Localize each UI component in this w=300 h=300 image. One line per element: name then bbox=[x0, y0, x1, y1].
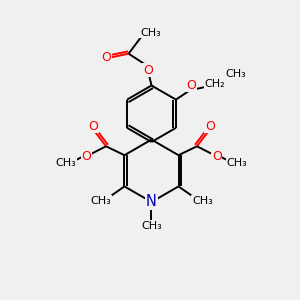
Text: CH₂: CH₂ bbox=[205, 79, 226, 89]
Text: N: N bbox=[146, 194, 157, 209]
Text: O: O bbox=[101, 51, 111, 64]
Text: O: O bbox=[187, 79, 196, 92]
Text: CH₃: CH₃ bbox=[227, 158, 248, 168]
Text: O: O bbox=[205, 120, 215, 133]
Text: O: O bbox=[212, 150, 222, 163]
Text: CH₃: CH₃ bbox=[90, 196, 111, 206]
Text: CH₃: CH₃ bbox=[225, 69, 246, 80]
Text: CH₃: CH₃ bbox=[141, 221, 162, 231]
Text: CH₃: CH₃ bbox=[192, 196, 213, 206]
Text: O: O bbox=[88, 120, 98, 133]
Text: CH₃: CH₃ bbox=[56, 158, 76, 168]
Text: O: O bbox=[81, 150, 91, 163]
Text: O: O bbox=[143, 64, 153, 76]
Text: CH₃: CH₃ bbox=[140, 28, 161, 38]
